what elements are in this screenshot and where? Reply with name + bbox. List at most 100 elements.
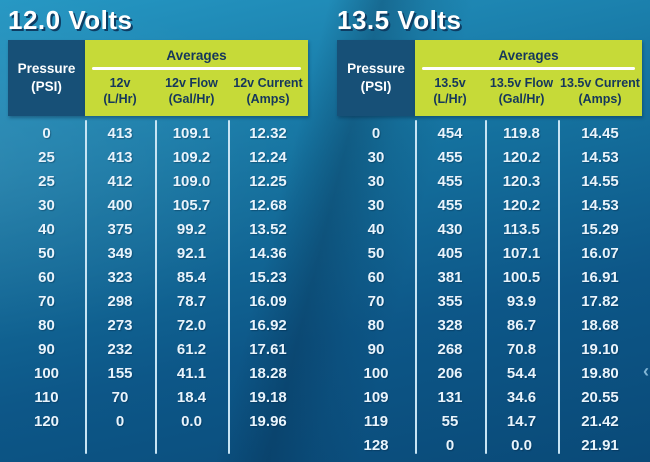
table-body-13-5v: 0 454 119.8 14.45 30 455 120.2 14.53 30 455 120.3 1… [337,116,642,462]
table-cell: 375 [107,220,133,238]
pressure-label: Pressure [17,60,76,76]
table-cell: 0 [42,124,51,142]
column-header-flow: 12v Flow (Gal/Hr) [155,75,228,108]
table-cell: 12.68 [249,196,287,214]
table-cell: 30 [38,196,55,214]
column-header-unit: (L/Hr) [103,92,137,107]
table-cell: 298 [107,292,133,310]
table-cell: 19.18 [249,388,287,406]
table-cell: 454 [437,124,463,142]
table-cell: 381 [437,268,463,286]
table-header-12v: Pressure (PSI) Averages 12v (L/Hr) 12v F… [8,40,308,116]
table-row: 128 0 0.0 21.91 [337,433,642,457]
table-cell: 12.24 [249,148,287,166]
column-header-unit: (L/Hr) [433,92,467,107]
table-cell: 109.1 [172,124,211,142]
column-divider [558,120,560,454]
table-cell: 25 [38,148,55,166]
table-cell: 113.5 [503,220,540,238]
table-cell: 70.8 [506,340,537,358]
pressure-unit-label: (PSI) [31,79,62,94]
table-cell: 18.68 [581,316,619,334]
table-title-13-5v: 13.5 Volts [337,5,462,35]
table-row: 0 413 109.1 12.32 [8,121,308,145]
table-cell: 109 [363,388,389,406]
pressure-label: Pressure [347,60,405,76]
table-row: 25 413 109.2 12.24 [8,145,308,169]
table-cell: 86.7 [506,316,537,334]
column-header-current: 12v Current (Amps) [228,75,308,108]
table-cell: 60 [367,268,385,286]
table-cell: 16.92 [249,316,287,334]
table-row: 100 206 54.4 19.80 [337,361,642,385]
table-cell: 349 [107,244,133,262]
table-cell: 100 [363,364,389,382]
table-body-12v: 0 413 109.1 12.32 25 413 109.2 12.24 25 412 109.0 1… [8,116,308,462]
table-row: 40 375 99.2 13.52 [8,217,308,241]
table-cell: 93.9 [506,292,537,310]
table-cell: 128 [363,436,389,454]
table-cell: 105.7 [172,196,211,214]
table-cell: 18.4 [176,388,207,406]
column-header-lhr: 13.5v (L/Hr) [415,75,485,108]
table-cell: 155 [107,364,133,382]
table-cell: 18.28 [249,364,287,382]
column-header-name: 13.5v [434,76,466,90]
table-cell: 19.80 [581,364,619,382]
averages-underline [92,67,301,70]
averages-label: Averages [498,48,559,63]
table-cell: 21.91 [581,436,619,454]
table-row: 30 455 120.3 14.55 [337,169,642,193]
column-header-flow: 13.5v Flow (Gal/Hr) [485,75,558,108]
table-cell: 455 [437,148,463,166]
column-header-unit: (Gal/Hr) [168,92,215,107]
table-cell: 72.0 [176,316,207,334]
carousel-prev-chevron-icon[interactable]: ‹ [643,361,649,381]
table-cell: 107.1 [502,244,541,262]
column-header-current: 13.5v Current (Amps) [558,75,642,108]
column-header-lhr: 12v (L/Hr) [85,75,155,108]
table-cell: 20.55 [581,388,619,406]
table-cell: 109.2 [172,148,211,166]
table-cell: 119.8 [503,124,540,142]
table-cell: 119 [363,412,389,430]
table-cell: 16.07 [581,244,619,262]
table-cell: 14.53 [581,196,619,214]
column-header-name: 13.5v Current [560,76,640,90]
table-cell: 328 [437,316,463,334]
table-row: 70 298 78.7 16.09 [8,289,308,313]
table-cell: 15.23 [249,268,287,286]
table-cell: 21.42 [581,412,619,430]
table-cell: 14.45 [581,124,619,142]
table-cell: 41.1 [176,364,207,382]
table-row: 109 131 34.6 20.55 [337,385,642,409]
table-cell: 413 [107,124,133,142]
table-cell: 100 [33,364,60,382]
column-header-name: 12v Current [233,76,303,90]
table-row: 90 232 61.2 17.61 [8,337,308,361]
table-cell: 110 [34,388,59,406]
table-cell: 60 [38,268,55,286]
table-cell: 17.82 [581,292,619,310]
table-cell: 16.09 [249,292,287,310]
pressure-header-cell: Pressure (PSI) [8,40,85,116]
table-cell: 12.25 [249,172,287,190]
table-cell: 80 [367,316,385,334]
column-divider [155,120,157,454]
column-header-unit: (Gal/Hr) [498,92,545,107]
table-row: 100 155 41.1 18.28 [8,361,308,385]
table-cell: 70 [38,292,55,310]
column-divider [228,120,230,454]
table-title-12v: 12.0 Volts [8,5,133,35]
column-divider [485,120,487,454]
table-rows-13-5v: 0 454 119.8 14.45 30 455 120.2 14.53 30 455 120.3 1… [337,116,642,457]
averages-header-cell: Averages 13.5v (L/Hr) 13.5v Flow (Gal/Hr… [415,40,642,116]
table-cell: 120 [33,412,60,430]
column-header-name: 12v Flow [165,76,218,90]
table-cell: 13.52 [249,220,287,238]
table-cell: 323 [107,268,133,286]
table-cell: 85.4 [176,268,207,286]
table-cell: 50 [367,244,385,262]
table-cell: 17.61 [249,340,287,358]
